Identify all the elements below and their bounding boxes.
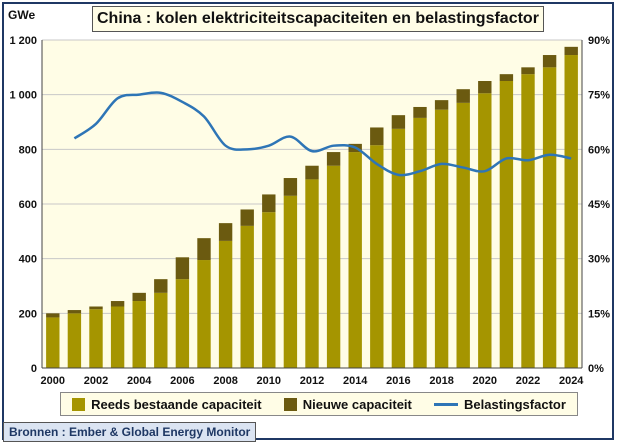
x-tick-label: 2004 xyxy=(127,375,152,387)
y-left-tick-label: 600 xyxy=(19,199,37,211)
chart-title: China : kolen elektriciteitscapaciteiten… xyxy=(92,6,544,32)
y-axis-unit-label: GWe xyxy=(8,8,36,22)
legend-label-existing: Reeds bestaande capaciteit xyxy=(91,396,262,412)
y-left-tick-label: 400 xyxy=(19,254,37,266)
bar-existing xyxy=(413,117,427,369)
y-left-tick-label: 200 xyxy=(19,308,37,320)
y-right-tick-label: 0% xyxy=(588,363,604,375)
bar-existing xyxy=(542,67,557,368)
bar-new xyxy=(478,81,492,94)
y-left-tick-label: 1 200 xyxy=(9,35,37,47)
bar-existing xyxy=(175,279,190,368)
y-left-tick-label: 800 xyxy=(19,144,37,156)
x-tick-label: 2014 xyxy=(343,375,368,387)
legend-swatch-load-factor xyxy=(434,402,459,406)
bar-existing xyxy=(240,225,254,368)
bar-existing xyxy=(370,145,384,368)
x-tick-label: 2002 xyxy=(84,375,108,387)
axes: 0 0% 200 15% 400 30% 600 45% 800 60% 1 000 75% 1 200… xyxy=(9,35,610,387)
x-tick-label: 2006 xyxy=(170,375,194,387)
bar-existing xyxy=(67,313,82,368)
bar-new xyxy=(132,292,146,302)
x-tick-label: 2024 xyxy=(559,375,584,387)
bar-new xyxy=(110,301,125,307)
legend-label-new: Nieuwe capaciteit xyxy=(302,396,412,412)
bar-existing xyxy=(326,165,341,368)
bar-existing xyxy=(132,301,146,368)
bar-existing xyxy=(262,212,276,368)
x-tick-label: 2008 xyxy=(213,375,237,387)
bar-new xyxy=(456,89,470,103)
x-tick-label: 2016 xyxy=(386,375,410,387)
bar-existing xyxy=(456,102,470,368)
bar-existing xyxy=(391,128,406,368)
load-factor-line-group xyxy=(73,91,572,177)
bar-new xyxy=(175,257,190,280)
y-right-tick-label: 75% xyxy=(588,90,610,102)
y-right-tick-label: 45% xyxy=(588,199,610,211)
bar-new xyxy=(305,165,319,180)
bar-existing xyxy=(305,179,319,368)
bar-new xyxy=(391,115,406,129)
load-factor-line xyxy=(73,91,572,177)
y-right-tick-label: 60% xyxy=(588,144,610,156)
legend-item-load-factor: Belastingsfactor xyxy=(434,397,566,412)
bar-existing xyxy=(348,152,362,368)
bar-new xyxy=(542,55,557,68)
bar-new xyxy=(326,152,341,166)
bar-existing xyxy=(46,317,60,368)
source-note: Bronnen : Ember & Global Energy Monitor xyxy=(3,422,257,442)
bar-new xyxy=(218,223,233,241)
bar-existing xyxy=(110,306,125,368)
bar-new xyxy=(370,127,384,146)
x-tick-label: 2018 xyxy=(429,375,453,387)
bar-existing xyxy=(197,260,211,368)
bar-existing xyxy=(478,93,492,369)
bar-new xyxy=(197,238,211,261)
x-tick-label: 2022 xyxy=(516,375,540,387)
bar-new xyxy=(67,310,82,314)
bars xyxy=(46,46,578,369)
bar-new xyxy=(413,106,427,118)
legend: Reeds bestaande capaciteit Nieuwe capaci… xyxy=(60,392,578,416)
bar-new xyxy=(499,74,514,81)
bar-existing xyxy=(283,195,298,368)
bar-existing xyxy=(218,240,233,368)
bar-new xyxy=(521,67,535,75)
y-left-tick-label: 0 xyxy=(31,363,37,375)
bar-new xyxy=(46,313,60,318)
bar-new xyxy=(564,46,578,56)
bar-new xyxy=(283,178,298,196)
bar-existing xyxy=(89,309,103,368)
x-tick-label: 2012 xyxy=(300,375,324,387)
bar-existing xyxy=(499,81,514,368)
legend-swatch-existing xyxy=(72,397,86,411)
x-tick-label: 2020 xyxy=(473,375,497,387)
bar-existing xyxy=(564,55,578,369)
bar-existing xyxy=(521,74,535,369)
bar-new xyxy=(262,194,276,213)
bar-new xyxy=(154,279,168,293)
bar-new xyxy=(89,306,103,310)
y-right-tick-label: 15% xyxy=(588,308,610,320)
legend-item-new: Nieuwe capaciteit xyxy=(283,396,412,412)
bar-new xyxy=(434,100,449,110)
y-right-tick-label: 90% xyxy=(588,35,610,47)
x-tick-label: 2000 xyxy=(41,375,65,387)
y-right-tick-label: 30% xyxy=(588,254,610,266)
bar-new xyxy=(240,209,254,226)
legend-item-existing: Reeds bestaande capaciteit xyxy=(72,397,262,412)
bar-existing xyxy=(434,109,449,368)
legend-label-load-factor: Belastingsfactor xyxy=(464,396,566,412)
bar-existing xyxy=(154,292,168,368)
x-tick-label: 2010 xyxy=(257,375,281,387)
legend-swatch-new xyxy=(283,397,297,411)
y-left-tick-label: 1 000 xyxy=(9,90,37,102)
